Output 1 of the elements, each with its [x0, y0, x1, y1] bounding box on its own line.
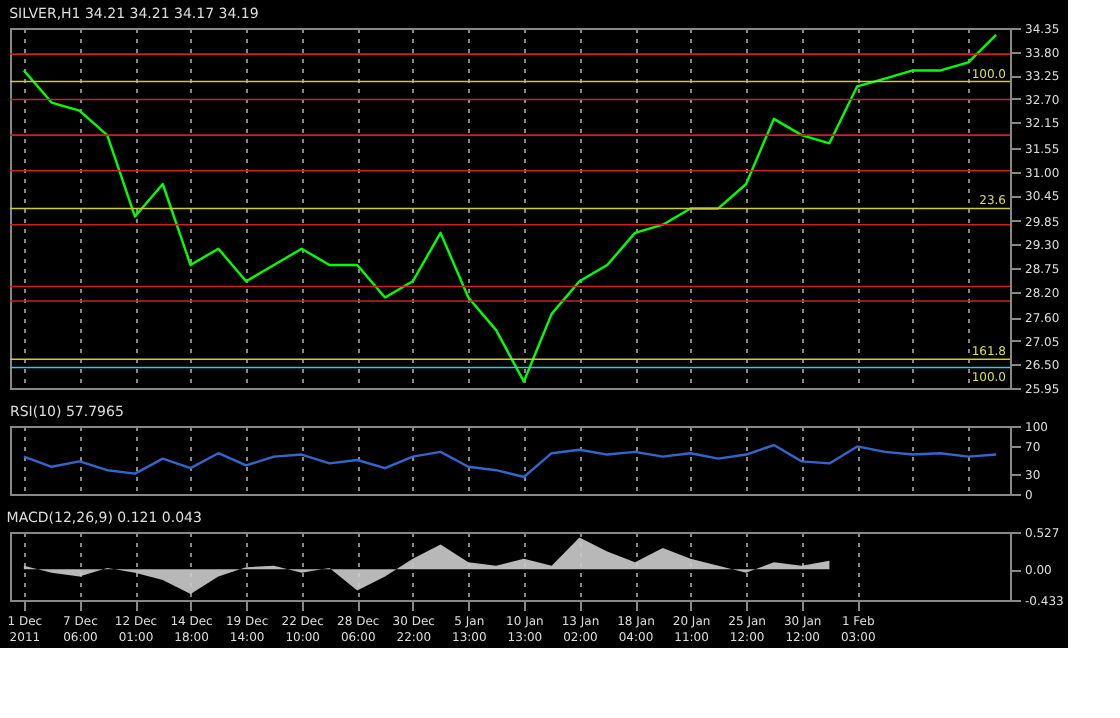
line-series	[22, 443, 998, 479]
